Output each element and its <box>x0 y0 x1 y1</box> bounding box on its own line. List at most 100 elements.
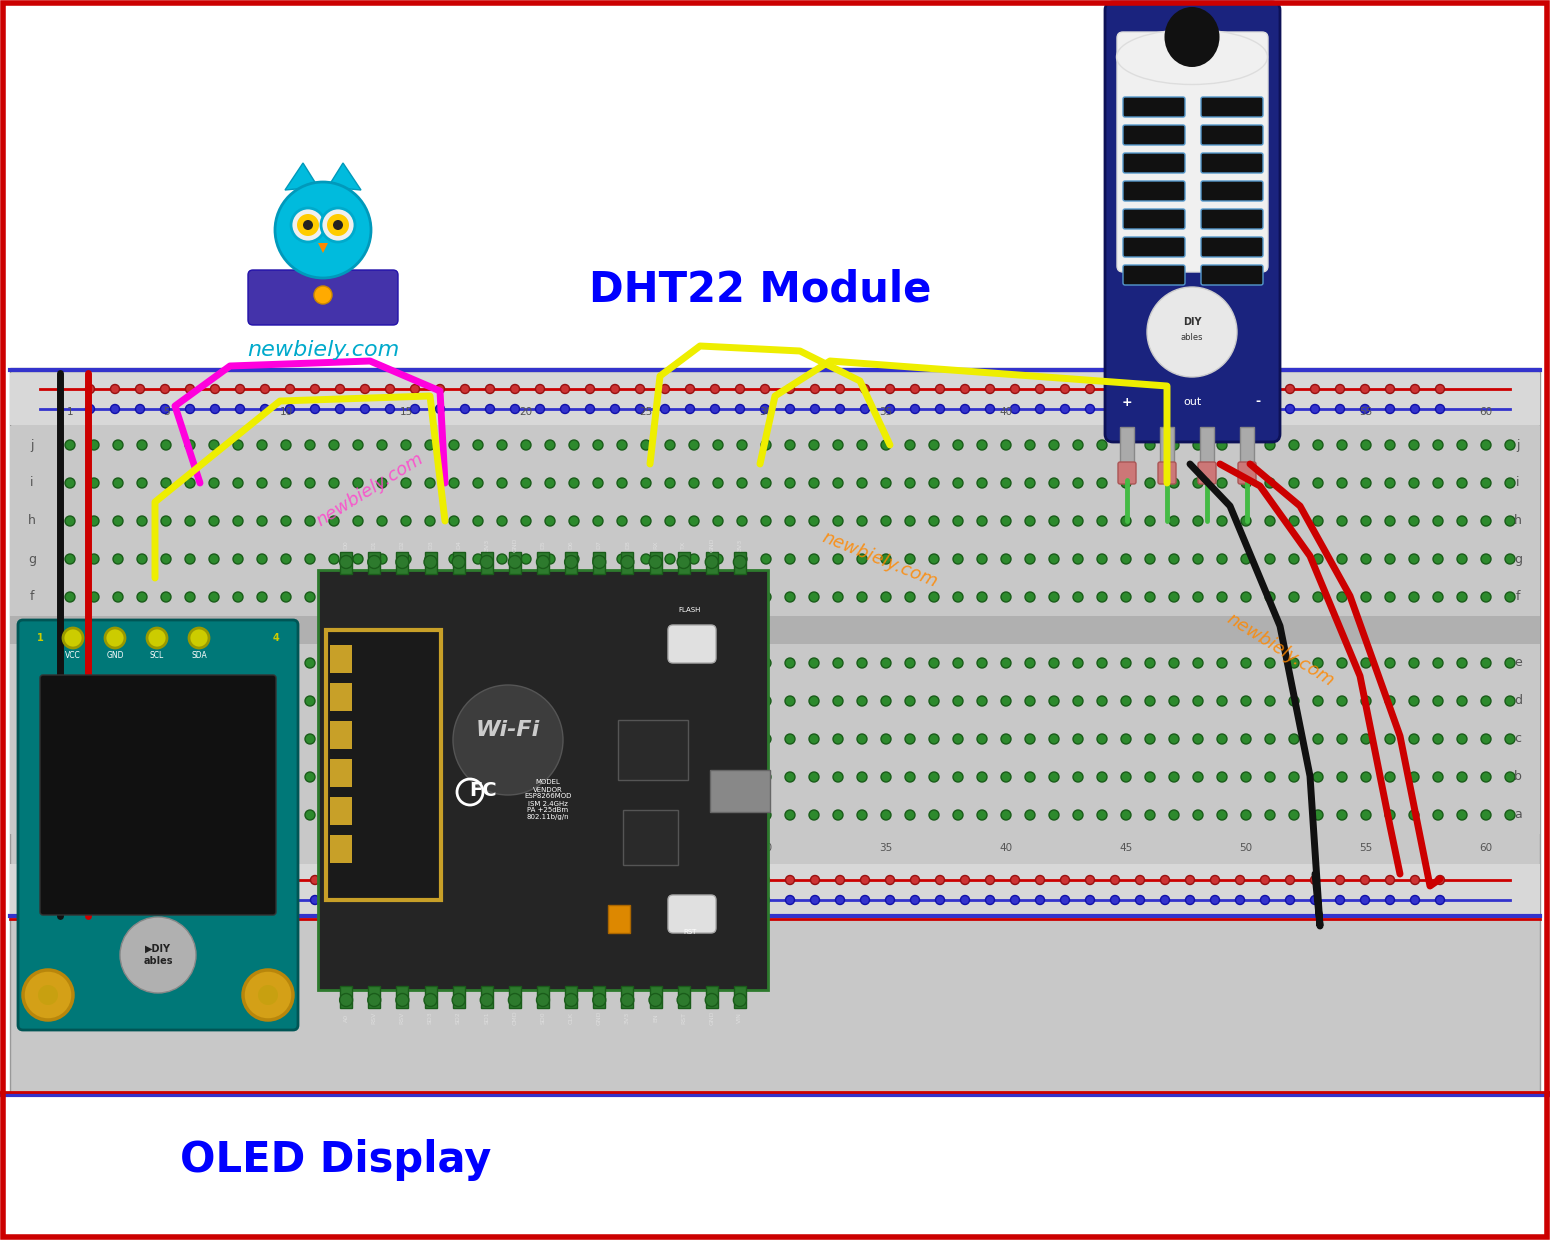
Circle shape <box>690 810 699 820</box>
Circle shape <box>1025 477 1035 489</box>
Circle shape <box>910 895 919 904</box>
Circle shape <box>953 696 963 706</box>
Circle shape <box>1161 875 1170 884</box>
Circle shape <box>260 895 270 904</box>
Circle shape <box>1049 554 1059 564</box>
Circle shape <box>660 384 670 393</box>
Circle shape <box>1260 384 1269 393</box>
Bar <box>330 835 352 863</box>
Circle shape <box>976 734 987 744</box>
Text: GND: GND <box>513 538 518 552</box>
Circle shape <box>786 384 795 393</box>
Circle shape <box>953 554 963 564</box>
Circle shape <box>809 696 818 706</box>
Circle shape <box>1480 658 1491 668</box>
Circle shape <box>1169 658 1180 668</box>
Circle shape <box>642 734 651 744</box>
Circle shape <box>521 440 532 450</box>
Circle shape <box>1211 404 1220 413</box>
Circle shape <box>1049 591 1059 601</box>
Circle shape <box>1001 734 1011 744</box>
Circle shape <box>257 477 267 489</box>
Circle shape <box>1457 554 1466 564</box>
Circle shape <box>905 734 914 744</box>
Text: D4: D4 <box>456 541 462 549</box>
Text: GND: GND <box>710 1011 715 1025</box>
Circle shape <box>976 696 987 706</box>
Circle shape <box>161 658 170 668</box>
Circle shape <box>1161 384 1170 393</box>
Circle shape <box>811 384 820 393</box>
Circle shape <box>860 404 870 413</box>
Circle shape <box>832 658 843 668</box>
Circle shape <box>880 516 891 526</box>
Circle shape <box>1169 477 1180 489</box>
Circle shape <box>905 658 914 668</box>
Circle shape <box>401 516 411 526</box>
Circle shape <box>1457 734 1466 744</box>
Bar <box>623 810 677 866</box>
Circle shape <box>809 516 818 526</box>
Text: 40: 40 <box>1000 843 1012 853</box>
Text: D6: D6 <box>569 541 574 549</box>
Circle shape <box>1336 895 1344 904</box>
Circle shape <box>1409 591 1418 601</box>
Circle shape <box>1313 516 1324 526</box>
Circle shape <box>594 516 603 526</box>
Text: j: j <box>31 439 34 451</box>
Circle shape <box>1313 591 1324 601</box>
Circle shape <box>710 875 719 884</box>
Circle shape <box>1480 773 1491 782</box>
FancyBboxPatch shape <box>1124 181 1186 201</box>
Circle shape <box>1169 734 1180 744</box>
Circle shape <box>622 556 634 568</box>
Circle shape <box>453 993 465 1007</box>
Circle shape <box>569 696 580 706</box>
Circle shape <box>928 658 939 668</box>
Text: j: j <box>1516 439 1519 451</box>
Text: 4: 4 <box>273 632 279 644</box>
Bar <box>453 552 465 574</box>
Text: 60: 60 <box>1479 843 1493 853</box>
Circle shape <box>1186 895 1195 904</box>
Circle shape <box>161 773 170 782</box>
Circle shape <box>1217 734 1228 744</box>
Circle shape <box>1235 895 1245 904</box>
Circle shape <box>257 554 267 564</box>
Circle shape <box>617 696 628 706</box>
Circle shape <box>569 516 580 526</box>
Circle shape <box>809 477 818 489</box>
Circle shape <box>690 440 699 450</box>
Circle shape <box>186 895 194 904</box>
Bar <box>9 616 1541 644</box>
Circle shape <box>1313 477 1324 489</box>
Circle shape <box>184 554 195 564</box>
Circle shape <box>485 875 494 884</box>
Circle shape <box>1001 658 1011 668</box>
FancyBboxPatch shape <box>1201 181 1263 201</box>
Circle shape <box>485 404 494 413</box>
Circle shape <box>353 440 363 450</box>
Circle shape <box>232 773 243 782</box>
Circle shape <box>535 404 544 413</box>
Circle shape <box>88 810 99 820</box>
Circle shape <box>1194 477 1203 489</box>
Circle shape <box>1265 696 1276 706</box>
Circle shape <box>1194 773 1203 782</box>
Text: RST: RST <box>684 929 696 935</box>
Circle shape <box>1145 516 1155 526</box>
Bar <box>508 986 521 1008</box>
Circle shape <box>1434 658 1443 668</box>
FancyBboxPatch shape <box>1201 97 1263 117</box>
Circle shape <box>690 516 699 526</box>
FancyBboxPatch shape <box>1124 210 1186 229</box>
Circle shape <box>835 895 845 904</box>
Circle shape <box>953 516 963 526</box>
Circle shape <box>936 875 944 884</box>
Circle shape <box>498 773 507 782</box>
Circle shape <box>377 440 388 450</box>
Circle shape <box>713 734 722 744</box>
Circle shape <box>1242 477 1251 489</box>
Circle shape <box>1060 895 1069 904</box>
Circle shape <box>105 627 126 649</box>
